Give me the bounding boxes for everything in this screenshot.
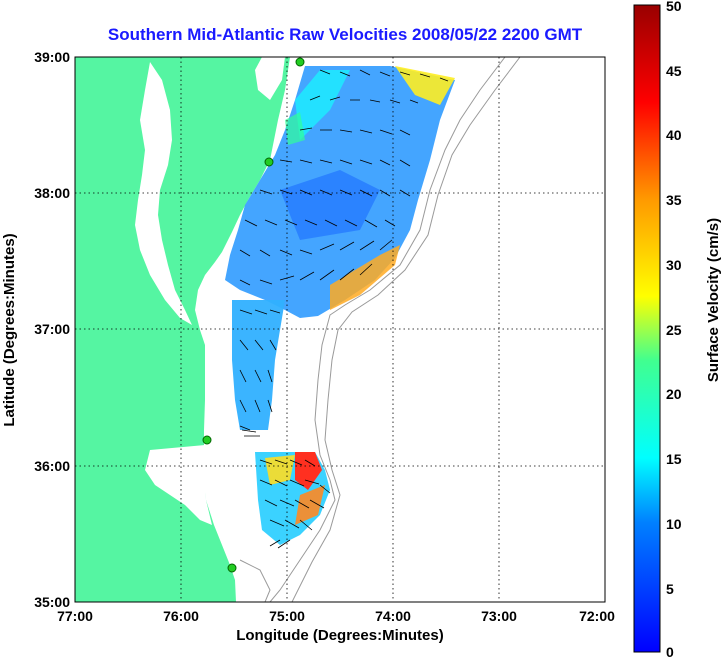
y-tick-label: 39:00: [34, 49, 70, 65]
colorbar-tick: 20: [666, 386, 682, 402]
colorbar-tick: 5: [666, 581, 674, 597]
y-tick-label: 36:00: [34, 458, 70, 474]
x-tick-label: 72:00: [579, 608, 615, 624]
land-mass: [75, 57, 290, 602]
station-marker: [202, 435, 212, 445]
delaware-bay: [255, 57, 285, 100]
colorbar-tick: 35: [666, 192, 682, 208]
plot-frame: [74, 56, 606, 603]
y-tick-label: 38:00: [34, 185, 70, 201]
colorbar-tick: 40: [666, 127, 682, 143]
bathymetry-contours: [239, 57, 521, 602]
colorbar-tick: 15: [666, 451, 682, 467]
y-tick-label: 37:00: [34, 321, 70, 337]
colorbar-gradient: [633, 4, 661, 653]
grid-lines: [75, 57, 605, 602]
colorbar-tick: 50: [666, 0, 682, 14]
colorbar-tick: 10: [666, 516, 682, 532]
colorbar-tick: 25: [666, 322, 682, 338]
x-tick-label: 74:00: [375, 608, 411, 624]
station-marker: [227, 563, 237, 573]
station-marker: [264, 157, 274, 167]
colorbar-tick: 30: [666, 257, 682, 273]
x-tick-label: 76:00: [163, 608, 199, 624]
y-tick-label: 35:00: [34, 594, 70, 610]
y-axis: 39:00 38:00 37:00 36:00 35:00 Latitude (…: [1, 49, 70, 610]
chesapeake-bay: [135, 62, 192, 325]
x-tick-label: 73:00: [481, 608, 517, 624]
colorbar: 50 45 40 35 30 25 20 15 10 5 0 Surface V…: [633, 0, 722, 659]
radar-stations: [202, 57, 305, 573]
x-axis: 77:00 76:00 75:00 74:00 73:00 72:00 Long…: [57, 608, 615, 644]
velocity-vectors: [239, 69, 449, 549]
map-plot-area: [75, 57, 605, 602]
x-axis-label: Longitude (Degrees:Minutes): [236, 627, 444, 644]
station-marker: [295, 57, 305, 67]
x-tick-label: 77:00: [57, 608, 93, 624]
y-axis-label: Latitude (Degrees:Minutes): [1, 233, 18, 426]
colorbar-tick: 0: [666, 644, 674, 659]
colorbar-label: Surface Velocity (cm/s): [705, 218, 722, 382]
x-tick-label: 75:00: [269, 608, 305, 624]
colorbar-tick: 45: [666, 63, 682, 79]
velocity-field-middle: [232, 300, 285, 430]
map-title: Southern Mid-Atlantic Raw Velocities 200…: [108, 25, 583, 44]
pamlico-sound: [145, 445, 212, 525]
